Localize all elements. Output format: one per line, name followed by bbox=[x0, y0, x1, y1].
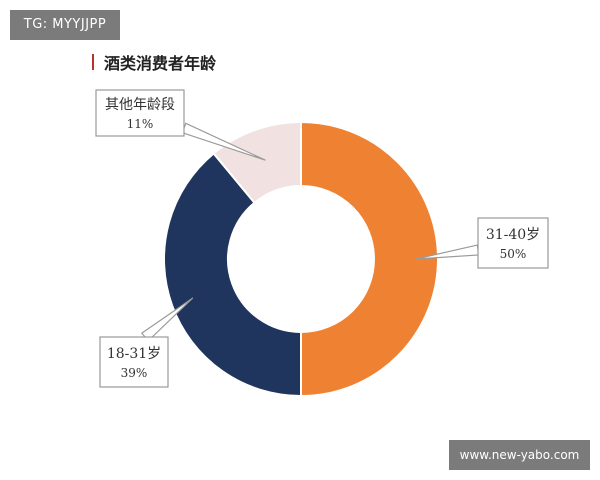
watermark-bottom: www.new-yabo.com bbox=[449, 440, 590, 470]
slice-value-0: 50% bbox=[500, 247, 527, 261]
callout-fill-2 bbox=[97, 91, 183, 135]
chart-title: 酒类消费者年龄 bbox=[92, 52, 217, 73]
donut-slices bbox=[163, 120, 439, 398]
callout-fill-0 bbox=[479, 219, 547, 267]
chart-title-text: 酒类消费者年龄 bbox=[104, 54, 217, 73]
donut-slice-0 bbox=[300, 120, 439, 398]
title-accent-bar bbox=[92, 54, 94, 70]
slice-label-1: 18-31岁 bbox=[107, 346, 161, 362]
slice-value-2: 11% bbox=[127, 117, 154, 131]
slice-label-0: 31-40岁 bbox=[486, 227, 540, 243]
callouts: 31-40岁 50% 18-31岁 39% 其他年龄段 11% bbox=[95, 89, 549, 388]
slice-label-2: 其他年龄段 bbox=[105, 97, 175, 113]
slice-value-1: 39% bbox=[121, 366, 148, 380]
watermark-top: TG: MYYJJPP bbox=[10, 10, 120, 40]
callout-fill-1 bbox=[101, 338, 167, 386]
donut-slice-2 bbox=[212, 120, 302, 205]
donut-slice-1 bbox=[163, 152, 302, 398]
